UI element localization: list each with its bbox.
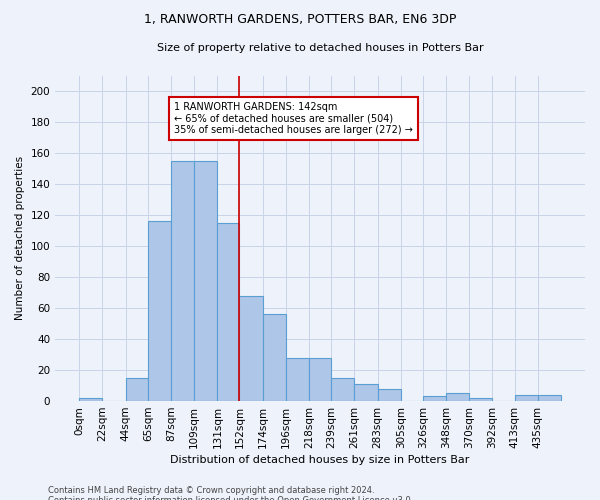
Bar [331,378,355,401]
Bar [79,398,103,401]
Text: 1 RANWORTH GARDENS: 142sqm
← 65% of detached houses are smaller (504)
35% of sem: 1 RANWORTH GARDENS: 142sqm ← 65% of deta… [174,102,413,135]
Bar [309,358,331,401]
Bar [194,161,217,401]
Bar [423,396,446,401]
Bar [469,398,493,401]
Bar [538,395,561,401]
Bar [217,223,239,401]
Y-axis label: Number of detached properties: Number of detached properties [15,156,25,320]
Text: Contains public sector information licensed under the Open Government Licence v3: Contains public sector information licen… [48,496,413,500]
Bar [286,358,309,401]
Bar [355,384,377,401]
Bar [125,378,148,401]
Bar [263,314,286,401]
X-axis label: Distribution of detached houses by size in Potters Bar: Distribution of detached houses by size … [170,455,470,465]
Bar [171,161,194,401]
Text: Contains HM Land Registry data © Crown copyright and database right 2024.: Contains HM Land Registry data © Crown c… [48,486,374,495]
Title: Size of property relative to detached houses in Potters Bar: Size of property relative to detached ho… [157,42,484,52]
Bar [446,394,469,401]
Bar [515,395,538,401]
Text: 1, RANWORTH GARDENS, POTTERS BAR, EN6 3DP: 1, RANWORTH GARDENS, POTTERS BAR, EN6 3D… [144,12,456,26]
Bar [148,221,171,401]
Bar [239,296,263,401]
Bar [377,388,401,401]
